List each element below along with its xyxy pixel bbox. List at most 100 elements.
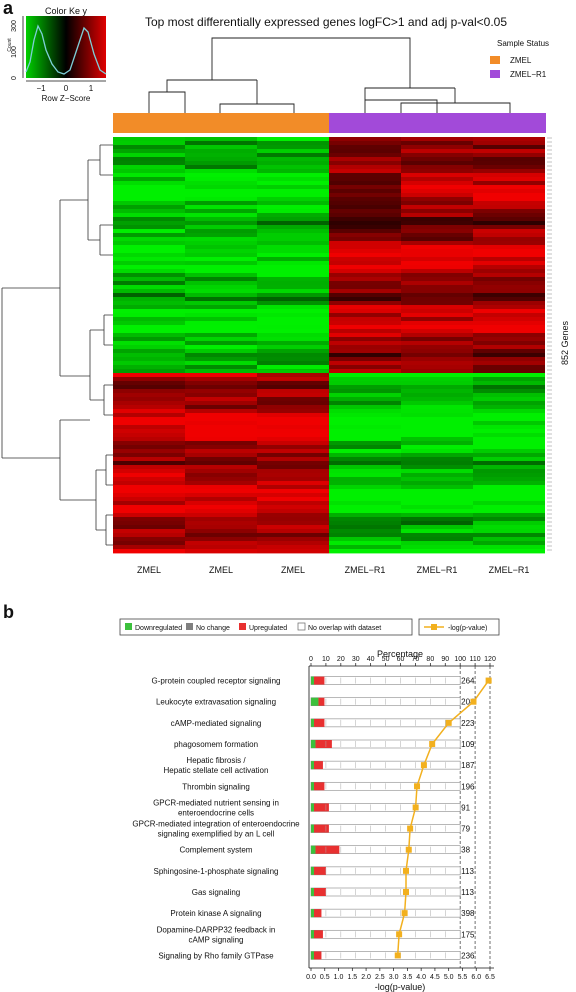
heatmap-cell: [185, 349, 257, 354]
heatmap-cell: [473, 545, 545, 550]
heatmap-cell: [113, 145, 185, 150]
heatmap-cell: [257, 209, 329, 214]
pvalue-point: [412, 804, 419, 811]
heatmap-cell: [329, 181, 401, 186]
heatmap-cell: [113, 277, 185, 282]
bottom-tick-label: 1.5: [347, 974, 357, 981]
color-key-ylabel: Count: [7, 38, 13, 52]
heatmap-cell: [257, 497, 329, 502]
heatmap-cell: [401, 453, 473, 458]
heatmap-cell: [113, 445, 185, 450]
pathway-label: Dopamine-DARPP32 feedback in: [157, 925, 276, 934]
heatmap-cell: [113, 273, 185, 278]
heatmap-cell: [401, 409, 473, 414]
heatmap-cell: [113, 317, 185, 322]
heatmap-cell: [257, 201, 329, 206]
heatmap-cell: [185, 533, 257, 538]
heatmap-cell: [257, 441, 329, 446]
heatmap-cell: [113, 429, 185, 434]
heatmap-cell: [113, 461, 185, 466]
heatmap-cell: [329, 425, 401, 430]
heatmap-cell: [401, 457, 473, 462]
heatmap-cell: [329, 165, 401, 170]
heatmap-cell: [185, 541, 257, 546]
heatmap-cell: [185, 429, 257, 434]
heatmap-cell: [185, 261, 257, 266]
heatmap-cell: [113, 269, 185, 274]
heatmap-cell: [401, 353, 473, 358]
heatmap-cell: [401, 493, 473, 498]
heatmap-cell: [185, 549, 257, 554]
heatmap-cell: [473, 277, 545, 282]
heatmap-cell: [257, 477, 329, 482]
heatmap-cell: [257, 369, 329, 374]
heatmap-cell: [113, 421, 185, 426]
heatmap-cell: [473, 365, 545, 370]
heatmap-cell: [257, 165, 329, 170]
legend-swatch-zmel: [490, 56, 500, 64]
heatmap-cell: [257, 181, 329, 186]
heatmap-cell: [329, 309, 401, 314]
heatmap-cell: [113, 409, 185, 414]
heatmap-cell: [473, 221, 545, 226]
heatmap-cell: [113, 257, 185, 262]
heatmap-cell: [401, 529, 473, 534]
pathway-label: G-protein coupled receptor signaling: [152, 677, 281, 686]
heatmap-cell: [257, 337, 329, 342]
heatmap-cell: [113, 513, 185, 518]
pathway-label: Complement system: [180, 846, 253, 855]
heatmap-cell: [473, 429, 545, 434]
top-tick-label: 0: [309, 656, 313, 663]
heatmap-cell: [113, 341, 185, 346]
bar-downregulated: [311, 888, 314, 896]
heatmap-cell: [401, 385, 473, 390]
heatmap-cell: [257, 541, 329, 546]
heatmap-cell: [329, 257, 401, 262]
heatmap-cell: [329, 153, 401, 158]
heatmap-cell: [113, 397, 185, 402]
heatmap-cell: [473, 409, 545, 414]
bar-downregulated: [311, 740, 316, 748]
heatmap-cell: [257, 517, 329, 522]
heatmap-cell: [473, 161, 545, 166]
heatmap-cell: [329, 429, 401, 434]
heatmap-cell: [329, 377, 401, 382]
heatmap-cell: [113, 369, 185, 374]
heatmap-cell: [329, 317, 401, 322]
pvalue-point: [414, 783, 421, 790]
heatmap-cell: [473, 481, 545, 486]
heatmap-cell: [185, 493, 257, 498]
heatmap-cell: [113, 197, 185, 202]
heatmap-cell: [473, 537, 545, 542]
heatmap-cell: [185, 501, 257, 506]
heatmap-cell: [329, 281, 401, 286]
heatmap-cell: [113, 425, 185, 430]
heatmap-cell: [401, 349, 473, 354]
column-label: ZMEL: [281, 565, 305, 575]
heatmap-cell: [401, 521, 473, 526]
legend-label-zmel: ZMEL: [510, 56, 532, 65]
panel-a-label: a: [3, 0, 14, 18]
heatmap-cell: [401, 333, 473, 338]
heatmap-cell: [473, 333, 545, 338]
column-label: ZMEL−R1: [345, 565, 386, 575]
heatmap-cell: [401, 329, 473, 334]
heatmap-cell: [401, 305, 473, 310]
heatmap-cell: [473, 325, 545, 330]
heatmap-cell: [473, 261, 545, 266]
heatmap-cell: [329, 405, 401, 410]
row-dendrogram: [1, 144, 113, 546]
bar-downregulated: [311, 930, 314, 939]
heatmap-cell: [113, 533, 185, 538]
pathway-label: Gas signaling: [192, 888, 240, 897]
heatmap-cell: [329, 461, 401, 466]
heatmap-cell: [257, 249, 329, 254]
heatmap-cell: [473, 193, 545, 198]
heatmap-cell: [185, 389, 257, 394]
pathway-label: cAMP-mediated signaling: [171, 719, 262, 728]
heatmap-cell: [257, 197, 329, 202]
bottom-tick-label: 0.5: [320, 974, 330, 981]
heatmap-cell: [401, 397, 473, 402]
heatmap-cell: [185, 165, 257, 170]
heatmap-cell: [257, 401, 329, 406]
